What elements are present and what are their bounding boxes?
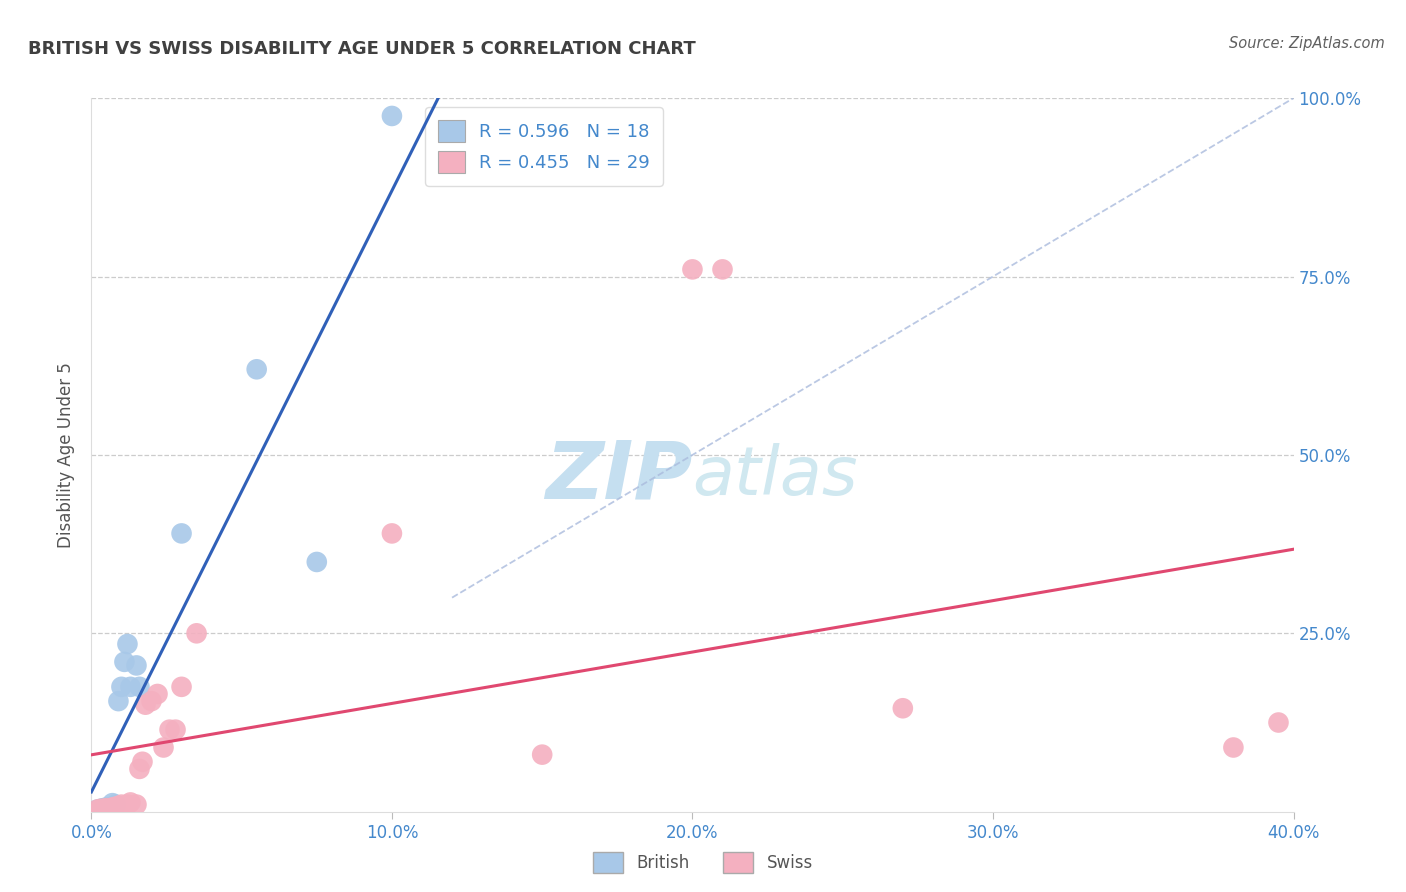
- Legend: British, Swiss: British, Swiss: [586, 846, 820, 880]
- Point: [711, 262, 734, 277]
- Point: [170, 680, 193, 694]
- Point: [146, 687, 169, 701]
- Point: [89, 802, 111, 816]
- Point: [186, 626, 208, 640]
- Point: [128, 762, 150, 776]
- Point: [98, 802, 121, 816]
- Point: [131, 755, 153, 769]
- Point: [381, 109, 404, 123]
- Point: [86, 803, 108, 817]
- Y-axis label: Disability Age Under 5: Disability Age Under 5: [58, 362, 76, 548]
- Point: [89, 802, 111, 816]
- Point: [93, 801, 115, 815]
- Text: Source: ZipAtlas.com: Source: ZipAtlas.com: [1229, 36, 1385, 51]
- Point: [381, 526, 404, 541]
- Point: [305, 555, 328, 569]
- Point: [152, 740, 174, 755]
- Point: [891, 701, 914, 715]
- Point: [1267, 715, 1289, 730]
- Point: [128, 680, 150, 694]
- Point: [104, 799, 127, 814]
- Legend: R = 0.596   N = 18, R = 0.455   N = 29: R = 0.596 N = 18, R = 0.455 N = 29: [425, 107, 662, 186]
- Point: [117, 637, 139, 651]
- Point: [107, 799, 129, 814]
- Point: [114, 655, 136, 669]
- Text: atlas: atlas: [692, 443, 858, 509]
- Point: [98, 803, 121, 817]
- Point: [1222, 740, 1244, 755]
- Point: [159, 723, 181, 737]
- Point: [125, 797, 148, 812]
- Point: [110, 797, 132, 812]
- Point: [141, 694, 163, 708]
- Point: [531, 747, 554, 762]
- Point: [86, 803, 108, 817]
- Text: BRITISH VS SWISS DISABILITY AGE UNDER 5 CORRELATION CHART: BRITISH VS SWISS DISABILITY AGE UNDER 5 …: [28, 40, 696, 58]
- Point: [101, 800, 124, 814]
- Point: [125, 658, 148, 673]
- Point: [117, 797, 139, 812]
- Text: ZIP: ZIP: [546, 437, 692, 516]
- Point: [101, 796, 124, 810]
- Point: [107, 694, 129, 708]
- Point: [681, 262, 703, 277]
- Point: [93, 802, 115, 816]
- Point: [104, 797, 127, 812]
- Point: [120, 796, 142, 810]
- Point: [134, 698, 156, 712]
- Point: [165, 723, 187, 737]
- Point: [110, 680, 132, 694]
- Point: [120, 680, 142, 694]
- Point: [170, 526, 193, 541]
- Point: [246, 362, 269, 376]
- Point: [96, 800, 118, 814]
- Point: [96, 801, 118, 815]
